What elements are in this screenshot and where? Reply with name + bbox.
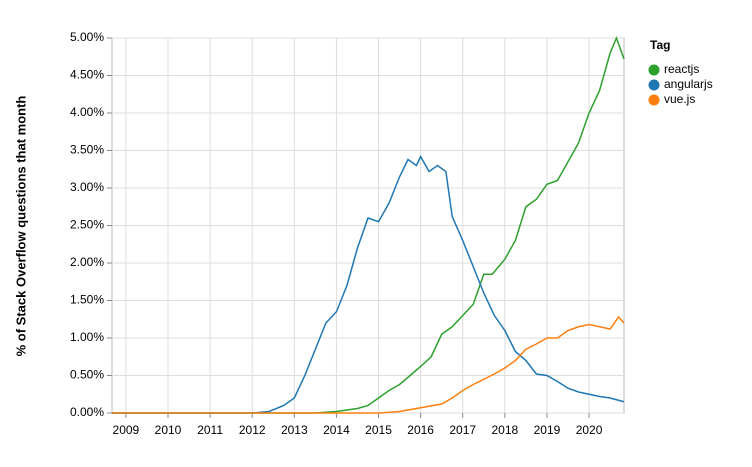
- x-tick-label: 2011: [197, 423, 223, 437]
- line-series: [112, 154, 625, 414]
- y-tick-label: 3.50%: [70, 143, 104, 157]
- x-tick-label: 2015: [365, 423, 392, 437]
- y-tick-label: 2.00%: [70, 255, 104, 269]
- legend-swatch: [648, 79, 660, 91]
- x-tick-label: 2010: [155, 423, 182, 437]
- line-series: [112, 315, 625, 414]
- y-tick-label: 4.00%: [70, 105, 104, 119]
- x-tick-label: 2014: [323, 423, 350, 437]
- y-tick-label: 5.00%: [70, 30, 104, 44]
- line-series: [112, 35, 625, 414]
- y-tick-label: 1.50%: [70, 293, 104, 307]
- y-tick-label: 4.50%: [70, 68, 104, 82]
- y-tick-label: 1.00%: [70, 330, 104, 344]
- x-tick-label: 2012: [239, 423, 266, 437]
- x-tick-label: 2009: [113, 423, 140, 437]
- y-tick-label: 2.50%: [70, 218, 104, 232]
- x-tick-label: 2019: [534, 423, 561, 437]
- y-axis-label: % of Stack Overflow questions that month: [13, 96, 28, 357]
- legend-title: Tag: [650, 38, 670, 52]
- legend-label: vue.js: [664, 92, 695, 106]
- x-tick-label: 2013: [281, 423, 308, 437]
- y-tick-label: 0.50%: [70, 368, 104, 382]
- legend-swatch: [648, 94, 660, 106]
- x-tick-label: 2016: [407, 423, 434, 437]
- legend-label: angularjs: [664, 77, 713, 91]
- y-tick-label: 3.00%: [70, 180, 104, 194]
- y-tick-label: 0.00%: [70, 405, 104, 419]
- legend-swatch: [648, 64, 660, 76]
- legend-label: reactjs: [664, 62, 699, 76]
- x-tick-label: 2020: [576, 423, 603, 437]
- x-tick-label: 2018: [491, 423, 518, 437]
- x-tick-label: 2017: [449, 423, 476, 437]
